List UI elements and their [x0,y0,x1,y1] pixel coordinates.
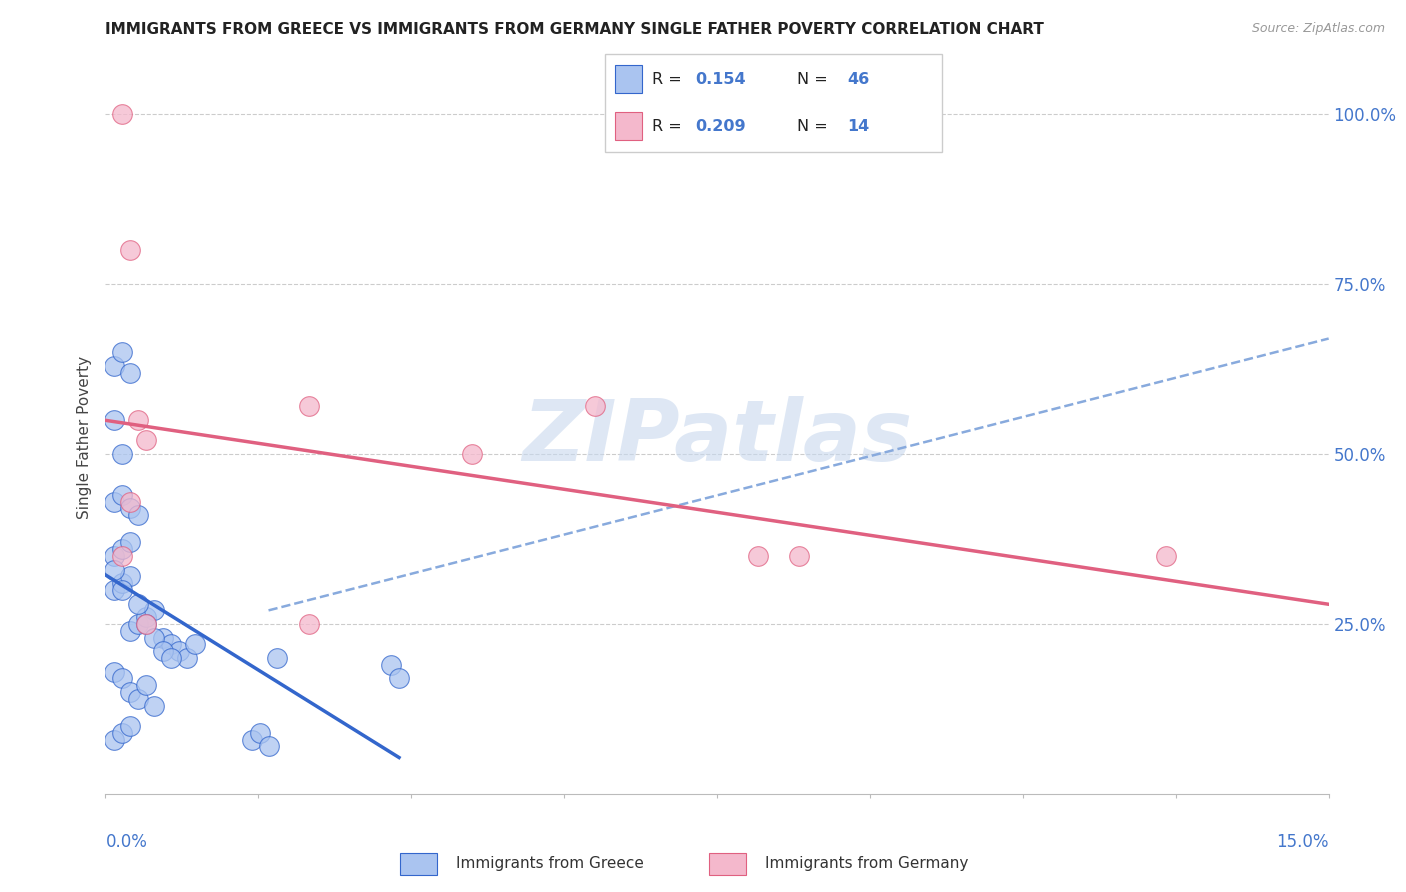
Point [118,624,141,638]
Point [103,549,125,563]
Text: 14: 14 [848,119,870,134]
Point [111,488,134,502]
Bar [614,65,641,93]
Point [747,549,769,563]
Point [118,535,141,549]
Point [184,637,207,651]
Point [127,617,149,632]
Point [103,563,125,577]
Bar [709,853,747,875]
Point [127,508,149,523]
Point [103,359,125,373]
Point [103,665,125,679]
Point [152,644,174,658]
Point [583,400,606,414]
Text: 0.154: 0.154 [696,71,747,87]
Text: Source: ZipAtlas.com: Source: ZipAtlas.com [1251,22,1385,36]
Point [118,366,141,380]
Point [461,447,484,461]
Point [135,434,157,448]
Point [298,400,321,414]
Point [380,657,402,672]
Point [111,542,134,557]
Point [103,732,125,747]
Point [118,569,141,583]
Point [266,651,288,665]
Point [111,725,134,739]
Text: Immigrants from Germany: Immigrants from Germany [765,855,969,871]
Point [111,671,134,685]
Point [118,719,141,733]
Point [127,413,149,427]
Point [176,651,198,665]
Point [143,603,166,617]
Point [143,631,166,645]
Point [135,617,157,632]
Point [159,637,181,651]
Point [118,243,141,257]
Point [143,698,166,713]
Point [111,582,134,597]
Point [111,107,134,121]
Point [103,494,125,508]
Text: R =: R = [652,71,686,87]
Point [111,549,134,563]
Point [135,678,157,692]
Point [111,345,134,359]
Point [118,494,141,508]
Text: IMMIGRANTS FROM GREECE VS IMMIGRANTS FROM GERMANY SINGLE FATHER POVERTY CORRELAT: IMMIGRANTS FROM GREECE VS IMMIGRANTS FRO… [105,22,1045,37]
Point [135,610,157,624]
Text: ZIPatlas: ZIPatlas [522,395,912,479]
Text: Immigrants from Greece: Immigrants from Greece [456,855,644,871]
Text: N =: N = [797,71,832,87]
Point [135,617,157,632]
Point [298,617,321,632]
Y-axis label: Single Father Poverty: Single Father Poverty [77,356,93,518]
Point [118,685,141,699]
Point [249,725,271,739]
Point [152,631,174,645]
Point [1154,549,1177,563]
Point [127,691,149,706]
Text: 15.0%: 15.0% [1277,833,1329,851]
Text: N =: N = [797,119,832,134]
Point [167,644,190,658]
Point [127,597,149,611]
Text: 0.0%: 0.0% [105,833,148,851]
Point [103,413,125,427]
Point [257,739,280,754]
Point [388,671,411,685]
Point [103,582,125,597]
Point [159,651,181,665]
Text: 0.209: 0.209 [696,119,747,134]
Point [118,501,141,516]
Text: R =: R = [652,119,686,134]
Point [240,732,263,747]
Point [111,576,134,591]
Point [111,447,134,461]
Bar [614,112,641,140]
Point [787,549,810,563]
Bar [399,853,437,875]
Text: 46: 46 [848,71,870,87]
